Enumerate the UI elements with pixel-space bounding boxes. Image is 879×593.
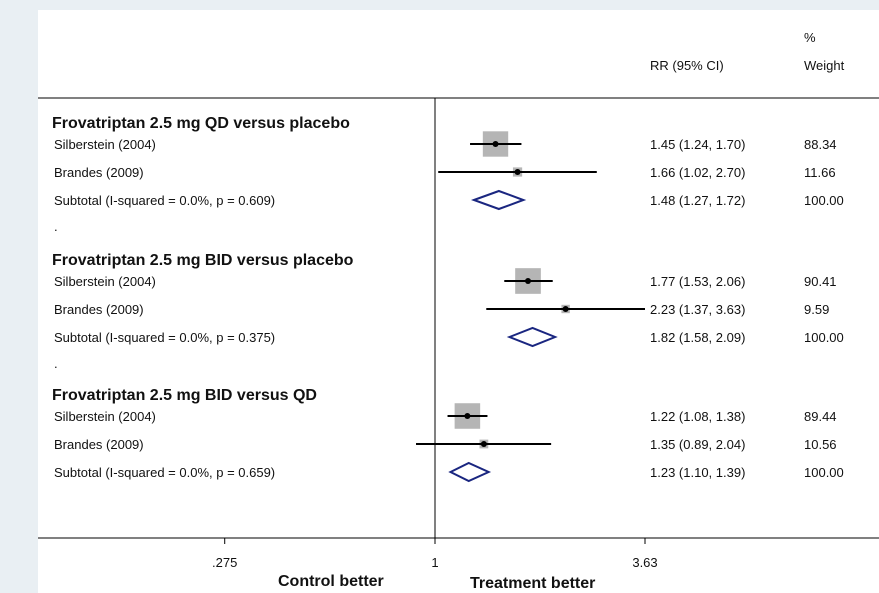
subtotal-label: Subtotal (I-squared = 0.0%, p = 0.375)	[54, 330, 275, 345]
x-tick-label: 3.63	[632, 555, 657, 570]
group-title: Frovatriptan 2.5 mg BID versus QD	[52, 387, 317, 404]
subtotal-weight: 100.00	[804, 193, 844, 208]
subtotal-rr-ci: 1.48 (1.27, 1.72)	[650, 193, 745, 208]
subtotal-diamond	[470, 189, 527, 211]
study-rr-ci: 1.22 (1.08, 1.38)	[650, 409, 745, 424]
group-title: Frovatriptan 2.5 mg BID versus placebo	[52, 252, 354, 269]
control-better-label: Control better	[278, 573, 384, 590]
weight-header: Weight	[804, 58, 845, 73]
point-estimate-dot	[525, 278, 532, 284]
subtotal-rr-ci: 1.23 (1.10, 1.39)	[650, 465, 745, 480]
treatment-better-label: Treatment better	[470, 575, 595, 592]
study-name: Silberstein (2004)	[54, 274, 156, 289]
study-weight: 88.34	[804, 137, 837, 152]
point-estimate-dot	[562, 306, 569, 312]
subtotal-weight: 100.00	[804, 330, 844, 345]
study-weight: 89.44	[804, 409, 837, 424]
subtotal-label: Subtotal (I-squared = 0.0%, p = 0.659)	[54, 465, 275, 480]
x-tick-label: 1	[431, 555, 438, 570]
study-weight: 11.66	[804, 165, 836, 180]
study-rr-ci: 1.77 (1.53, 2.06)	[650, 274, 745, 289]
point-estimate-dot	[464, 413, 471, 419]
study-name: Brandes (2009)	[54, 165, 144, 180]
subtotal-weight: 100.00	[804, 465, 844, 480]
study-name: Brandes (2009)	[54, 437, 144, 452]
study-name: Brandes (2009)	[54, 302, 144, 317]
subtotal-diamond	[506, 326, 558, 348]
point-estimate-dot	[492, 141, 499, 147]
study-weight: 90.41	[804, 274, 837, 289]
point-estimate-dot	[514, 169, 521, 175]
group-title: Frovatriptan 2.5 mg QD versus placebo	[52, 115, 350, 132]
rr-ci-header: RR (95% CI)	[650, 58, 724, 73]
study-rr-ci: 1.45 (1.24, 1.70)	[650, 137, 745, 152]
study-name: Silberstein (2004)	[54, 409, 156, 424]
forest-plot-panel: % RR (95% CI) Weight .275 1 3.63 Control b…	[38, 10, 879, 593]
study-name: Silberstein (2004)	[54, 137, 156, 152]
study-rr-ci: 2.23 (1.37, 3.63)	[650, 302, 745, 317]
weight-percent-header: %	[804, 30, 816, 45]
study-weight: 9.59	[804, 302, 829, 317]
forest-plot: % RR (95% CI) Weight .275 1 3.63 Control b…	[38, 30, 879, 592]
study-rr-ci: 1.35 (0.89, 2.04)	[650, 437, 745, 452]
subtotal-label: Subtotal (I-squared = 0.0%, p = 0.609)	[54, 193, 275, 208]
subtotal-diamond	[448, 461, 492, 483]
subtotal-rr-ci: 1.82 (1.58, 2.09)	[650, 330, 745, 345]
group-separator-dot: .	[54, 356, 58, 371]
study-rr-ci: 1.66 (1.02, 2.70)	[650, 165, 745, 180]
forest-rows: Frovatriptan 2.5 mg QD versus placebo Sil…	[52, 98, 844, 538]
x-axis-ticks: .275 1 3.63	[212, 538, 658, 570]
group-separator-dot: .	[54, 219, 58, 234]
point-estimate-dot	[480, 441, 487, 447]
x-tick-label: .275	[212, 555, 237, 570]
study-weight: 10.56	[804, 437, 837, 452]
